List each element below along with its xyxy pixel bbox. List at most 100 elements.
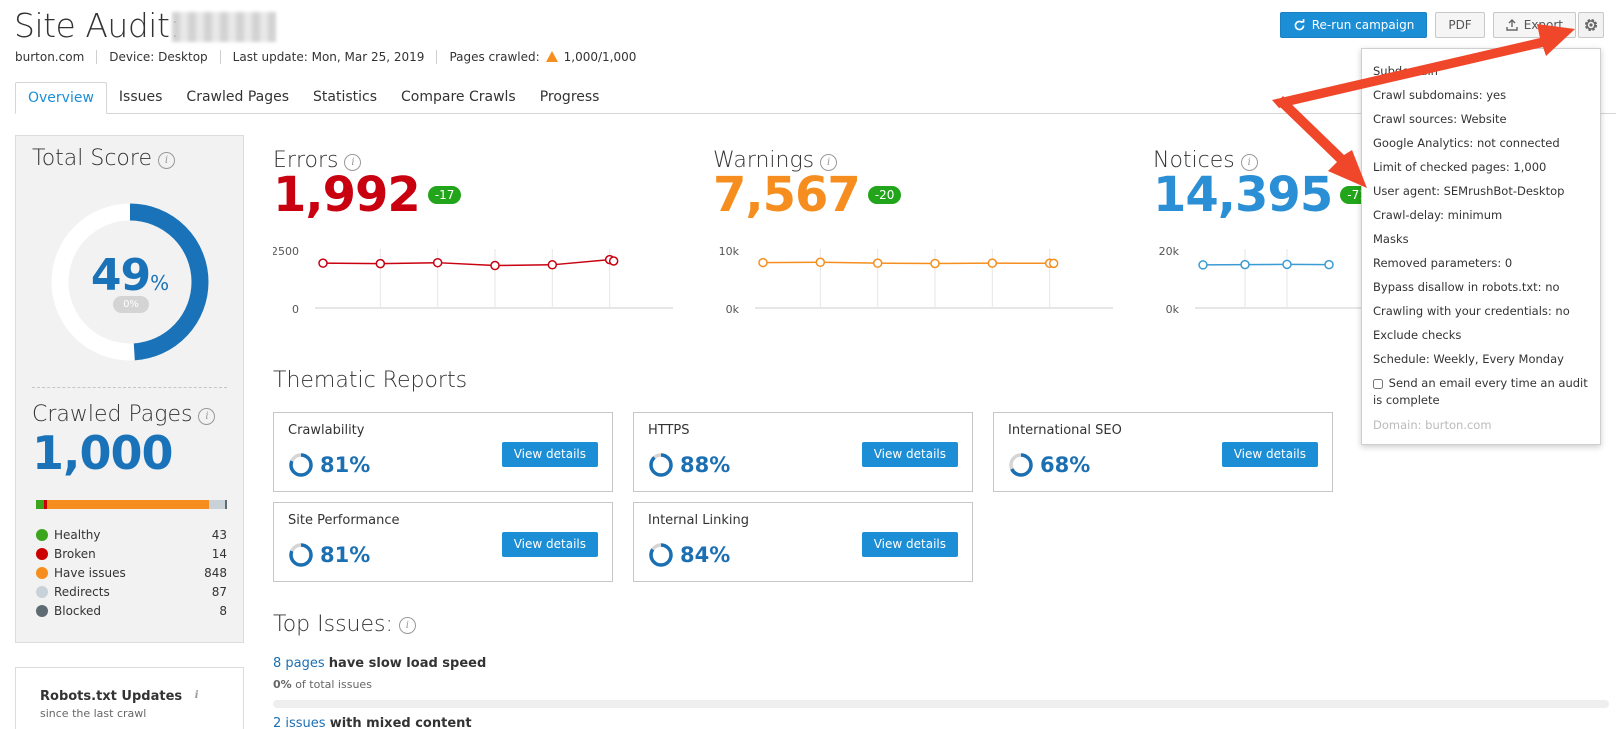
data-point[interactable]: [318, 258, 328, 268]
legend-row[interactable]: Healthy 43: [36, 525, 227, 544]
legend-row[interactable]: Redirects 87: [36, 582, 227, 601]
legend-row[interactable]: Have issues 848: [36, 563, 227, 582]
metric-sparkline: 2500 0: [273, 245, 673, 316]
thematic-card-name: HTTPS: [648, 423, 690, 438]
y-tick-min: 0k: [1166, 303, 1180, 316]
issue-mixed-content-link[interactable]: 2 issues: [273, 716, 326, 729]
thematic-reports-title: Thematic Reports: [273, 368, 468, 393]
data-point[interactable]: [1324, 259, 1334, 270]
settings-gear-button[interactable]: [1578, 12, 1604, 38]
thematic-card-name: Crawlability: [288, 423, 365, 438]
legend-dot: [36, 586, 48, 598]
metric-label: Errors: [273, 148, 339, 173]
data-point[interactable]: [608, 256, 619, 266]
view-details-button[interactable]: View details: [861, 442, 958, 467]
info-icon[interactable]: i: [158, 152, 175, 169]
thematic-card: HTTPS 88% View details: [633, 412, 973, 492]
thematic-card: International SEO 68% View details: [993, 412, 1333, 492]
email-option[interactable]: Send an email every time an audit is com…: [1373, 376, 1588, 407]
data-point[interactable]: [1240, 259, 1250, 270]
data-point[interactable]: [547, 260, 558, 270]
settings-menu-item[interactable]: Crawl-delay: minimum: [1373, 208, 1503, 222]
data-point[interactable]: [490, 260, 500, 271]
settings-menu-item[interactable]: Google Analytics: not connected: [1373, 136, 1560, 150]
issue-slow-load-link[interactable]: 8 pages: [273, 656, 325, 671]
pdf-button[interactable]: PDF: [1435, 12, 1485, 38]
redacted-project-name: [172, 12, 276, 42]
tab-issues[interactable]: Issues: [118, 89, 163, 105]
thematic-card-score: 88%: [680, 453, 731, 477]
issue-slow-load-bar: [273, 700, 1609, 708]
settings-menu-item[interactable]: Crawl sources: Website: [1373, 112, 1507, 126]
tab-overview[interactable]: Overview: [15, 82, 107, 114]
metric-label: Warnings: [713, 148, 815, 173]
crawled-pages-bar: [36, 500, 227, 509]
settings-menu-item[interactable]: Crawl subdomains: yes: [1373, 88, 1507, 102]
thematic-card-name: Internal Linking: [648, 513, 749, 528]
crawled-pages-legend: Healthy 43 Broken 14 Have issues 848 Redirects…: [36, 525, 227, 620]
pages-bar-segment: [46, 500, 209, 509]
legend-value: 87: [211, 584, 227, 599]
tab-crawled-pages[interactable]: Crawled Pages: [186, 89, 290, 105]
issue-slow-load-text: have slow load speed: [328, 656, 487, 671]
settings-menu-item[interactable]: Schedule: Weekly, Every Monday: [1373, 352, 1564, 366]
settings-menu-item[interactable]: Removed parameters: 0: [1373, 256, 1513, 270]
metric-value[interactable]: 14,395: [1153, 167, 1333, 223]
settings-menu-item[interactable]: Subdomain: [1373, 64, 1438, 78]
tab-progress[interactable]: Progress: [539, 89, 600, 105]
page-title: Site Audit:: [14, 6, 181, 45]
audit-meta: burton.com Device: Desktop Last update: …: [15, 50, 636, 64]
settings-menu-item[interactable]: Crawling with your credentials: no: [1373, 304, 1570, 318]
rerun-campaign-button[interactable]: Re-run campaign: [1279, 12, 1428, 38]
info-icon[interactable]: i: [1240, 154, 1258, 171]
settings-menu-item[interactable]: Exclude checks: [1373, 328, 1462, 342]
legend-row[interactable]: Blocked 8: [36, 601, 227, 620]
info-icon[interactable]: i: [344, 154, 362, 171]
data-point[interactable]: [758, 257, 768, 268]
metric-value[interactable]: 1,992: [273, 167, 421, 223]
dropdown-domain: Domain: burton.com: [1373, 418, 1492, 432]
gear-icon: [1584, 18, 1598, 32]
metric-errors: Errors i 1,992 -17 2500 0: [273, 148, 673, 316]
data-point[interactable]: [930, 258, 940, 269]
settings-menu-item[interactable]: Masks: [1373, 232, 1409, 246]
data-point[interactable]: [375, 258, 386, 269]
thematic-score-ring: [1009, 453, 1033, 477]
data-point[interactable]: [1198, 260, 1208, 270]
view-details-button[interactable]: View details: [501, 532, 598, 557]
export-button[interactable]: Export: [1492, 12, 1576, 38]
tab-compare-crawls[interactable]: Compare Crawls: [401, 89, 516, 105]
view-details-button[interactable]: View details: [1221, 442, 1318, 467]
legend-value: 43: [211, 527, 227, 542]
tab-statistics[interactable]: Statistics: [313, 89, 378, 105]
legend-row[interactable]: Broken 14: [36, 544, 227, 563]
issue-slow-load-share: 0% of total issues: [273, 678, 372, 691]
legend-value: 8: [219, 603, 227, 618]
metric-notices: Notices i 14,395 -71 20k 0k: [1153, 148, 1553, 316]
y-tick-max: 20k: [1159, 245, 1180, 258]
info-icon[interactable]: i: [194, 690, 199, 701]
data-point[interactable]: [1048, 258, 1059, 269]
legend-label: Broken: [54, 546, 96, 561]
settings-menu-item[interactable]: User agent: SEMrushBot-Desktop: [1373, 184, 1565, 198]
metric-value[interactable]: 7,567: [713, 167, 861, 223]
data-point[interactable]: [987, 258, 998, 268]
info-icon[interactable]: i: [198, 408, 216, 425]
score-card: Total Score i 49% 0% Crawled Pages i 1,000…: [15, 135, 244, 643]
info-icon[interactable]: i: [398, 616, 416, 634]
thematic-score-ring: [649, 543, 673, 567]
settings-menu-item[interactable]: Limit of checked pages: 1,000: [1373, 160, 1547, 174]
issue-mixed-content: 2 issues with mixed content: [273, 716, 472, 729]
data-point[interactable]: [815, 257, 826, 268]
total-score-suffix: %: [150, 271, 170, 295]
data-point[interactable]: [872, 258, 883, 268]
tab-bar: Overview Issues Crawled Pages Statistics…: [15, 82, 1616, 114]
view-details-button[interactable]: View details: [501, 442, 598, 467]
view-details-button[interactable]: View details: [861, 532, 958, 557]
data-point[interactable]: [432, 257, 443, 268]
data-point[interactable]: [1282, 259, 1292, 270]
crawled-pages-heading: Crawled Pages i: [32, 402, 216, 427]
email-checkbox[interactable]: [1373, 378, 1383, 389]
info-icon[interactable]: i: [820, 154, 838, 171]
settings-menu-item[interactable]: Bypass disallow in robots.txt: no: [1373, 280, 1560, 294]
